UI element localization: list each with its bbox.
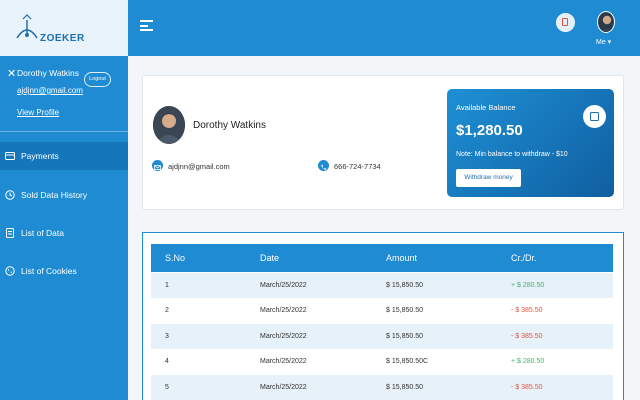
cell-sno: 3 — [165, 333, 169, 340]
notification-icon[interactable] — [556, 13, 575, 32]
sidebar-item-label: List of Cookies — [21, 266, 77, 276]
table-row: 4 March/25/2022 $ 15,850.50C + $ 280.50 — [151, 349, 613, 374]
sidebar-divider — [0, 131, 128, 132]
cell-crdr: - $ 385.50 — [511, 333, 543, 340]
cell-crdr: + $ 280.50 — [511, 282, 545, 289]
phone-icon — [318, 160, 329, 171]
sidebar-item-label: Payments — [21, 151, 59, 161]
cell-date: March/25/2022 — [260, 384, 307, 391]
view-profile-link[interactable]: View Profile — [17, 108, 60, 117]
cell-amount: $ 15,850.50C — [386, 358, 429, 365]
cell-sno: 4 — [165, 358, 169, 365]
withdraw-button[interactable]: Withdraw money — [456, 169, 521, 187]
sidebar: ZOEKER ✕ Dorothy Watkins ajdjnn@gmail.co… — [0, 0, 128, 400]
sidebar-item-sold-data-history[interactable]: Sold Data History — [0, 181, 128, 209]
logout-button[interactable]: Logout — [84, 72, 111, 87]
me-menu[interactable]: Me ▾ — [596, 39, 612, 46]
cell-crdr: - $ 385.50 — [511, 384, 543, 391]
close-sidebar-icon[interactable]: ✕ — [7, 68, 17, 80]
sidebar-item-label: List of Data — [21, 228, 64, 238]
profile-phone: 666-724-7734 — [334, 162, 381, 171]
sidebar-item-payments[interactable]: Payments — [0, 142, 128, 170]
cell-crdr: - $ 385.50 — [511, 307, 543, 314]
logo[interactable]: ZOEKER — [0, 0, 128, 56]
balance-card: Available Balance $1,280.50 Note: Min ba… — [447, 89, 614, 197]
profile-email: ajdjnn@gmail.com — [168, 162, 230, 171]
balance-label: Available Balance — [456, 103, 516, 112]
cell-amount: $ 15,850.50 — [386, 282, 423, 289]
cell-amount: $ 15,850.50 — [386, 307, 423, 314]
menu-toggle-icon[interactable] — [140, 20, 153, 31]
logo-icon — [16, 14, 38, 39]
column-header-crdr: Cr./Dr. — [511, 253, 537, 263]
cell-sno: 2 — [165, 307, 169, 314]
sidebar-user-name: Dorothy Watkins — [17, 68, 80, 78]
table-row: 1 March/25/2022 $ 15,850.50 + $ 280.50 — [151, 273, 613, 298]
mail-icon — [152, 160, 163, 171]
table-row: 2 March/25/2022 $ 15,850.50 - $ 385.50 — [151, 298, 613, 323]
sidebar-user-email[interactable]: ajdjnn@gmail.com — [17, 86, 83, 95]
cell-date: March/25/2022 — [260, 333, 307, 340]
document-icon — [5, 228, 15, 238]
clock-icon — [5, 190, 15, 200]
sidebar-item-list-of-data[interactable]: List of Data — [0, 219, 128, 247]
cell-amount: $ 15,850.50 — [386, 384, 423, 391]
profile-avatar — [153, 106, 185, 144]
table-row: 5 March/25/2022 $ 15,850.50 - $ 385.50 — [151, 375, 613, 400]
profile-name: Dorothy Watkins — [193, 120, 266, 131]
balance-amount: $1,280.50 — [456, 122, 523, 139]
cell-date: March/25/2022 — [260, 358, 307, 365]
avatar[interactable] — [597, 11, 615, 33]
sidebar-item-list-of-cookies[interactable]: List of Cookies — [0, 257, 128, 285]
cell-date: March/25/2022 — [260, 307, 307, 314]
table-header: S.No Date Amount Cr./Dr. — [151, 244, 613, 272]
cell-date: March/25/2022 — [260, 282, 307, 289]
sidebar-item-label: Sold Data History — [21, 190, 88, 200]
card-icon — [5, 151, 15, 161]
column-header-sno: S.No — [165, 253, 186, 263]
balance-note: Note: Min balance to withdraw - $10 — [456, 151, 568, 158]
wallet-icon — [583, 105, 606, 128]
cell-sno: 1 — [165, 282, 169, 289]
column-header-amount: Amount — [386, 253, 418, 263]
top-bar: Me ▾ — [128, 0, 640, 56]
cookie-icon — [5, 266, 15, 276]
cell-crdr: + $ 280.50 — [511, 358, 545, 365]
cell-sno: 5 — [165, 384, 169, 391]
cell-amount: $ 15,850.50 — [386, 333, 423, 340]
logo-text: ZOEKER — [40, 33, 85, 44]
table-row: 3 March/25/2022 $ 15,850.50 - $ 385.50 — [151, 324, 613, 349]
column-header-date: Date — [260, 253, 280, 263]
